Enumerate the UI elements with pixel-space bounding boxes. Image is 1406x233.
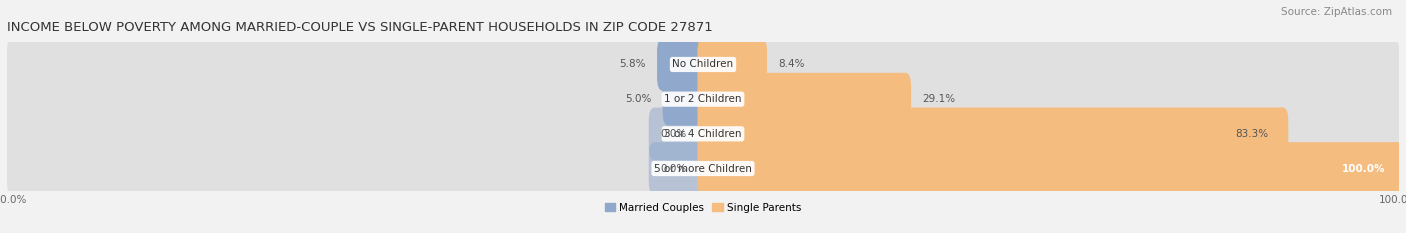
Text: INCOME BELOW POVERTY AMONG MARRIED-COUPLE VS SINGLE-PARENT HOUSEHOLDS IN ZIP COD: INCOME BELOW POVERTY AMONG MARRIED-COUPL…	[7, 21, 713, 34]
FancyBboxPatch shape	[662, 73, 709, 126]
FancyBboxPatch shape	[7, 139, 1399, 198]
FancyBboxPatch shape	[648, 107, 709, 160]
FancyBboxPatch shape	[648, 142, 709, 195]
Text: 0.0%: 0.0%	[659, 129, 686, 139]
FancyBboxPatch shape	[7, 151, 1399, 186]
Text: 1 or 2 Children: 1 or 2 Children	[664, 94, 742, 104]
Text: 8.4%: 8.4%	[778, 59, 804, 69]
Legend: Married Couples, Single Parents: Married Couples, Single Parents	[605, 203, 801, 213]
FancyBboxPatch shape	[657, 38, 709, 91]
Text: 3 or 4 Children: 3 or 4 Children	[664, 129, 742, 139]
Text: 5 or more Children: 5 or more Children	[654, 164, 752, 174]
FancyBboxPatch shape	[7, 35, 1399, 94]
FancyBboxPatch shape	[697, 73, 911, 126]
Text: 29.1%: 29.1%	[922, 94, 955, 104]
Text: 0.0%: 0.0%	[659, 164, 686, 174]
Text: 5.8%: 5.8%	[620, 59, 645, 69]
FancyBboxPatch shape	[7, 69, 1399, 129]
Text: 83.3%: 83.3%	[1236, 129, 1268, 139]
Text: 100.0%: 100.0%	[1341, 164, 1385, 174]
FancyBboxPatch shape	[697, 38, 768, 91]
FancyBboxPatch shape	[7, 82, 1399, 116]
FancyBboxPatch shape	[7, 104, 1399, 164]
FancyBboxPatch shape	[7, 47, 1399, 82]
Text: No Children: No Children	[672, 59, 734, 69]
FancyBboxPatch shape	[7, 116, 1399, 151]
Text: Source: ZipAtlas.com: Source: ZipAtlas.com	[1281, 7, 1392, 17]
Text: 5.0%: 5.0%	[626, 94, 651, 104]
FancyBboxPatch shape	[697, 142, 1405, 195]
FancyBboxPatch shape	[697, 107, 1288, 160]
